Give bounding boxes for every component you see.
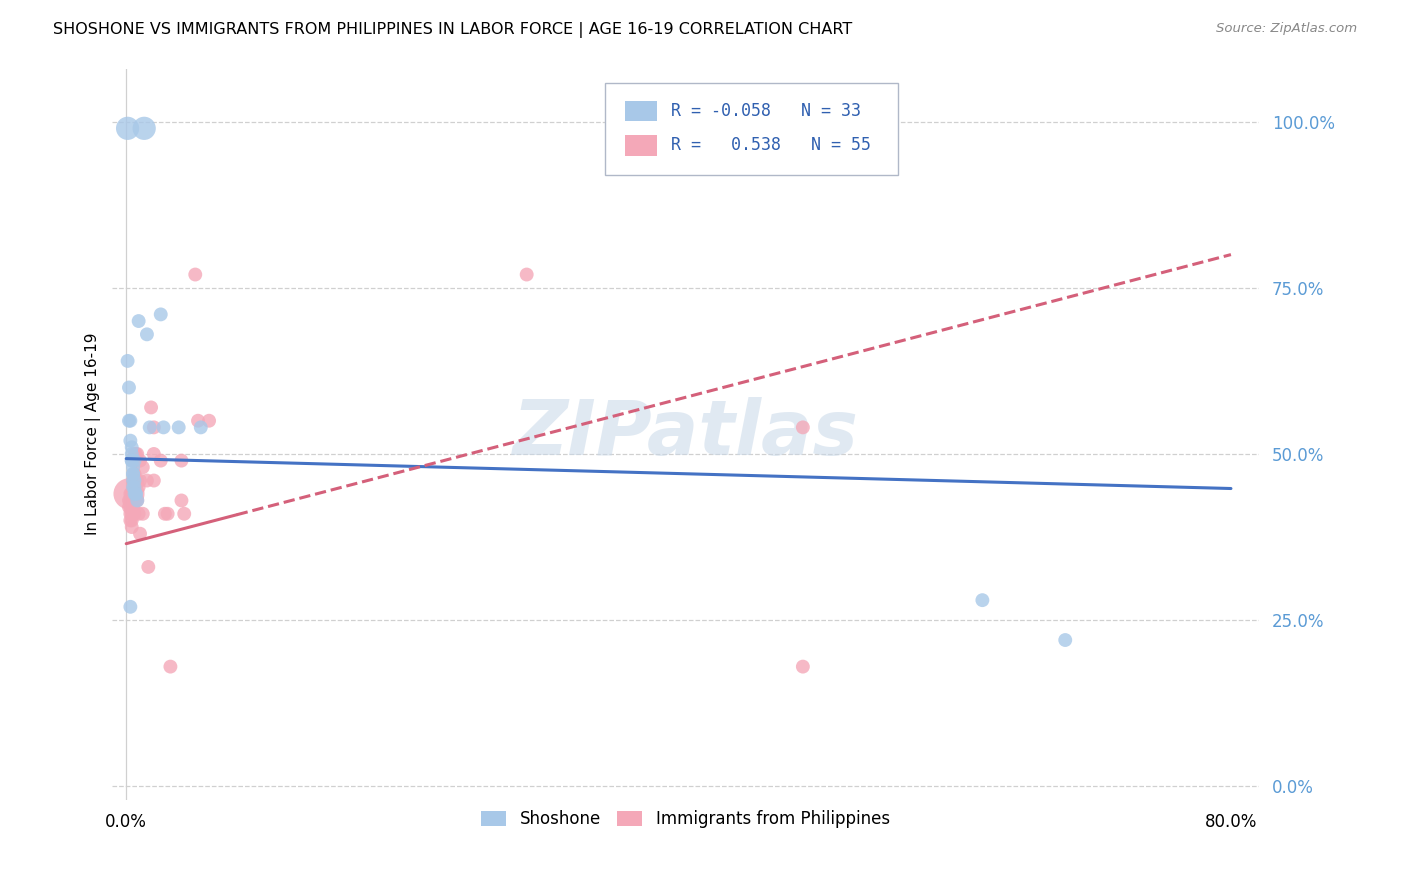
- Point: [136, 560, 159, 574]
- Point: [129, 453, 152, 467]
- Legend: Shoshone, Immigrants from Philippines: Shoshone, Immigrants from Philippines: [474, 804, 897, 835]
- Point: [792, 659, 814, 673]
- Point: [121, 440, 143, 454]
- Point: [117, 121, 139, 136]
- Point: [129, 474, 152, 488]
- Point: [190, 420, 212, 434]
- Point: [117, 354, 139, 368]
- Point: [120, 599, 142, 614]
- Point: [122, 480, 145, 494]
- Point: [134, 121, 156, 136]
- Point: [118, 380, 141, 394]
- Text: ZIPatlas: ZIPatlas: [513, 397, 859, 471]
- Point: [125, 447, 148, 461]
- Point: [118, 487, 141, 501]
- Point: [122, 467, 145, 481]
- Point: [120, 513, 142, 527]
- Point: [118, 493, 141, 508]
- Point: [122, 474, 145, 488]
- Point: [173, 507, 195, 521]
- Point: [124, 474, 146, 488]
- Point: [128, 507, 150, 521]
- Point: [121, 453, 143, 467]
- Point: [124, 493, 146, 508]
- Point: [159, 659, 181, 673]
- Point: [124, 447, 146, 461]
- Point: [516, 268, 538, 282]
- Point: [120, 500, 142, 515]
- Point: [972, 593, 994, 607]
- Point: [149, 453, 172, 467]
- Point: [156, 507, 179, 521]
- Point: [122, 487, 145, 501]
- Point: [184, 268, 207, 282]
- Point: [124, 507, 146, 521]
- Point: [120, 507, 142, 521]
- Point: [122, 453, 145, 467]
- Point: [124, 480, 146, 494]
- Point: [139, 401, 162, 415]
- Point: [121, 493, 143, 508]
- Point: [118, 414, 141, 428]
- Point: [167, 420, 190, 434]
- Point: [124, 487, 146, 501]
- Point: [170, 493, 193, 508]
- Point: [122, 467, 145, 481]
- Text: R = -0.058   N = 33: R = -0.058 N = 33: [671, 102, 860, 120]
- Point: [127, 493, 149, 508]
- Point: [170, 453, 193, 467]
- Point: [120, 493, 142, 508]
- Text: SHOSHONE VS IMMIGRANTS FROM PHILIPPINES IN LABOR FORCE | AGE 16-19 CORRELATION C: SHOSHONE VS IMMIGRANTS FROM PHILIPPINES …: [53, 22, 852, 38]
- Point: [125, 487, 148, 501]
- FancyBboxPatch shape: [624, 135, 657, 155]
- Point: [132, 460, 155, 475]
- Point: [153, 507, 176, 521]
- Text: R =   0.538   N = 55: R = 0.538 N = 55: [671, 136, 870, 154]
- Point: [152, 420, 174, 434]
- Point: [122, 460, 145, 475]
- Point: [121, 453, 143, 467]
- Point: [129, 526, 152, 541]
- Point: [1054, 633, 1077, 648]
- Point: [128, 314, 150, 328]
- Point: [127, 474, 149, 488]
- Point: [125, 474, 148, 488]
- Point: [121, 447, 143, 461]
- Point: [125, 487, 148, 501]
- Point: [124, 467, 146, 481]
- Point: [149, 307, 172, 321]
- Point: [124, 480, 146, 494]
- Point: [138, 420, 160, 434]
- Point: [120, 414, 142, 428]
- Point: [198, 414, 221, 428]
- Point: [120, 487, 142, 501]
- Point: [124, 453, 146, 467]
- Point: [187, 414, 209, 428]
- Y-axis label: In Labor Force | Age 16-19: In Labor Force | Age 16-19: [86, 333, 101, 535]
- Point: [132, 507, 155, 521]
- Point: [792, 420, 814, 434]
- Point: [127, 447, 149, 461]
- FancyBboxPatch shape: [605, 83, 897, 175]
- Point: [125, 493, 148, 508]
- Point: [121, 513, 143, 527]
- Point: [122, 500, 145, 515]
- FancyBboxPatch shape: [624, 101, 657, 121]
- Point: [128, 480, 150, 494]
- Text: Source: ZipAtlas.com: Source: ZipAtlas.com: [1216, 22, 1357, 36]
- Point: [121, 500, 143, 515]
- Point: [122, 474, 145, 488]
- Point: [142, 447, 165, 461]
- Point: [118, 500, 141, 515]
- Point: [121, 487, 143, 501]
- Point: [142, 474, 165, 488]
- Point: [136, 327, 159, 342]
- Point: [127, 493, 149, 508]
- Point: [121, 507, 143, 521]
- Point: [121, 520, 143, 534]
- Point: [142, 420, 165, 434]
- Point: [136, 474, 159, 488]
- Point: [120, 434, 142, 448]
